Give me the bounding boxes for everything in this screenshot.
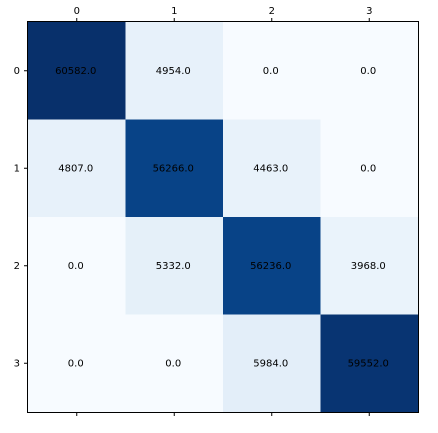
x-tick-label-1: 1	[171, 6, 177, 17]
cell-label-r0-c0: 60582.0	[55, 66, 96, 77]
axis-ticks: 0 1 2 3 0 1 2 3	[14, 6, 372, 416]
heatmap-cell-r0-c3	[320, 22, 419, 120]
cell-label-r3-c2: 5984.0	[253, 358, 288, 369]
heatmap-cell-r2-c1	[125, 217, 224, 315]
heatmap-cell-r1-c3	[320, 119, 419, 218]
y-tick-label-1: 1	[14, 163, 20, 174]
heatmap-cell-r3-c1	[125, 314, 224, 413]
x-tick-label-3: 3	[366, 6, 372, 17]
heatmap-cell-r1-c0	[28, 119, 126, 218]
heatmap-cell-r2-c3	[320, 217, 419, 315]
y-tick-label-0: 0	[14, 66, 20, 77]
y-tick-label-3: 3	[14, 358, 20, 369]
x-tick-label-0: 0	[74, 6, 80, 17]
heatmap-cell-r0-c0	[28, 22, 126, 120]
heatmap-cell-r3-c3	[320, 314, 419, 413]
heatmap-cell-r3-c0	[28, 314, 126, 413]
heatmap-cell-r2-c0	[28, 217, 126, 315]
heatmap-cell-r0-c1	[125, 22, 224, 120]
cell-label-r1-c0: 4807.0	[58, 163, 93, 174]
cell-label-r3-c3: 59552.0	[348, 358, 389, 369]
cell-label-r3-c0: 0.0	[68, 358, 84, 369]
cell-label-r1-c2: 4463.0	[253, 163, 288, 174]
heatmap-cells	[28, 22, 419, 413]
cell-label-r2-c0: 0.0	[68, 261, 84, 272]
x-tick-label-2: 2	[269, 6, 275, 17]
heatmap-cell-r0-c2	[223, 22, 321, 120]
heatmap-cell-r3-c2	[223, 314, 321, 413]
plot-frame	[27, 21, 419, 413]
cell-label-r1-c1: 56266.0	[153, 163, 194, 174]
cell-label-r2-c3: 3968.0	[351, 261, 386, 272]
cell-label-r2-c1: 5332.0	[156, 261, 191, 272]
cell-label-r0-c2: 0.0	[263, 66, 279, 77]
cell-label-r3-c1: 0.0	[165, 358, 181, 369]
heatmap-cell-r1-c1	[125, 119, 224, 218]
heatmap-cell-r1-c2	[223, 119, 321, 218]
cell-label-r2-c2: 56236.0	[250, 261, 291, 272]
cell-label-r0-c3: 0.0	[360, 66, 376, 77]
y-tick-label-2: 2	[14, 261, 20, 272]
cell-label-r1-c3: 0.0	[360, 163, 376, 174]
cell-value-labels: 60582.0 4954.0 0.0 0.0 4807.0 56266.0 4463.0 0.…	[55, 66, 389, 370]
cell-label-r0-c1: 4954.0	[156, 66, 191, 77]
heatmap-cell-r2-c2	[223, 217, 321, 315]
